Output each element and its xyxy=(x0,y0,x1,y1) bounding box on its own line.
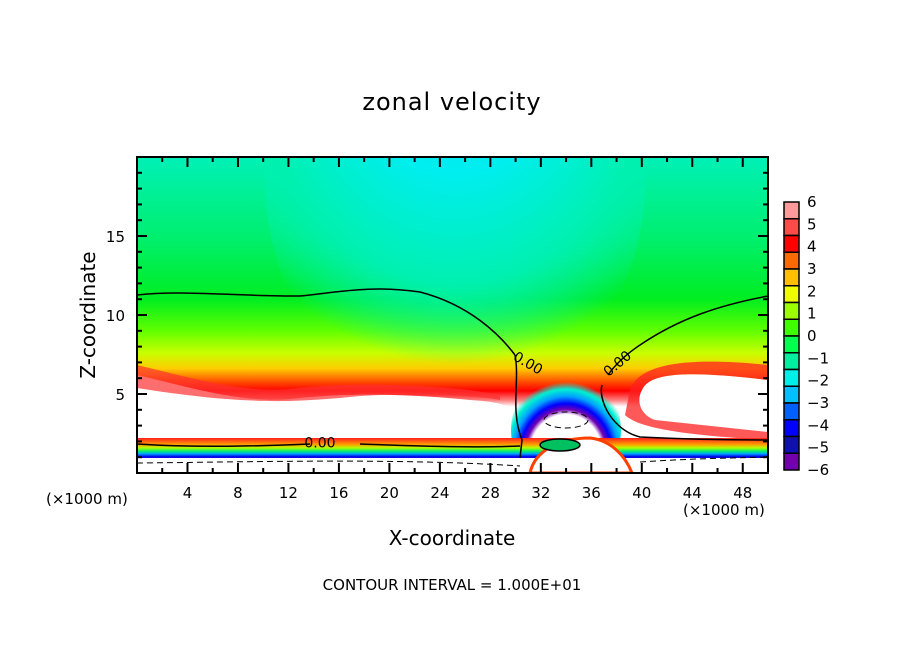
zero-contour-right xyxy=(607,295,768,376)
contour-interval-note: CONTOUR INTERVAL = 1.000E+01 xyxy=(322,576,582,594)
colorbar-swatch xyxy=(783,452,800,471)
colorbar-swatch xyxy=(783,301,800,320)
y-tick-label: 5 xyxy=(115,386,125,404)
colorbar-swatch xyxy=(783,368,800,387)
colorbar-label: 4 xyxy=(807,238,817,256)
x-axis-label: X-coordinate xyxy=(388,526,516,550)
velocity-field xyxy=(137,157,768,473)
colorbar-label: −5 xyxy=(807,439,829,457)
zero-contour-right-lower xyxy=(600,384,768,441)
x-tick-label: 40 xyxy=(632,484,651,502)
colorbar-swatch xyxy=(783,268,800,287)
colorbar-swatch xyxy=(783,419,800,438)
x-tick-label: 32 xyxy=(531,484,550,502)
colorbar-label: −3 xyxy=(807,394,829,412)
colorbar-label: −1 xyxy=(807,349,829,367)
colorbar-label: −4 xyxy=(807,416,829,434)
left-jet-core xyxy=(137,375,518,440)
surface-shear-band xyxy=(137,438,768,460)
colorbar-swatch xyxy=(783,435,800,454)
contour-label: 0.00 xyxy=(304,436,335,452)
zero-contour-left-lower xyxy=(514,354,523,459)
y-tick-label: 15 xyxy=(106,228,125,246)
y-axis-unit-label: (×1000 m) xyxy=(46,490,128,508)
y-tick-label: 10 xyxy=(106,307,125,325)
x-axis-ticks: 4 8 12 16 20 24 28 32 36 40 44 48 xyxy=(161,157,752,502)
upper-negative-region xyxy=(265,157,645,410)
colorbar-label: −2 xyxy=(807,372,829,390)
x-tick-label: 48 xyxy=(733,484,752,502)
colorbar-swatch xyxy=(783,251,800,270)
colorbar-label: 2 xyxy=(807,282,817,300)
x-tick-label: 20 xyxy=(380,484,399,502)
x-tick-label: 16 xyxy=(329,484,348,502)
x-tick-label: 8 xyxy=(233,484,243,502)
zero-contour-left xyxy=(137,288,516,356)
colorbar-label: 1 xyxy=(807,305,817,323)
colorbar-label: −6 xyxy=(807,461,829,479)
colorbar-swatch xyxy=(783,402,800,421)
colorbar-swatch xyxy=(783,201,800,220)
colorbar-swatch xyxy=(783,218,800,237)
right-jet-edge xyxy=(625,361,768,440)
colorbar-label: 0 xyxy=(807,327,817,345)
colorbar-swatch xyxy=(783,335,800,354)
right-jet-core xyxy=(639,374,768,432)
x-tick-label: 12 xyxy=(279,484,298,502)
colorbar-swatch xyxy=(783,318,800,337)
colorbar: 6 5 4 3 2 1 0 −1 −2 −3 −4 −5 −6 xyxy=(783,193,829,479)
colorbar-swatch xyxy=(783,285,800,304)
x-tick-label: 28 xyxy=(481,484,500,502)
negative-contour-core xyxy=(543,411,589,429)
x-tick-label: 36 xyxy=(582,484,601,502)
y-axis-ticks: 5 10 15 xyxy=(106,171,768,459)
x-axis-unit-label: (×1000 m) xyxy=(683,501,765,519)
small-closed-contour xyxy=(539,438,581,452)
colorbar-swatch xyxy=(783,234,800,253)
colorbar-swatch xyxy=(783,385,800,404)
x-tick-label: 24 xyxy=(430,484,449,502)
zero-contour-low xyxy=(137,443,521,448)
x-tick-label: 44 xyxy=(683,484,702,502)
negative-contour-surface xyxy=(137,456,768,467)
colorbar-label: 5 xyxy=(807,215,817,233)
colorbar-label: 6 xyxy=(807,193,817,211)
colorbar-label: 3 xyxy=(807,260,817,278)
x-tick-label: 4 xyxy=(183,484,193,502)
left-jet-edge xyxy=(137,365,500,402)
colorbar-swatch xyxy=(783,352,800,371)
chart-title: zonal velocity xyxy=(362,88,542,116)
